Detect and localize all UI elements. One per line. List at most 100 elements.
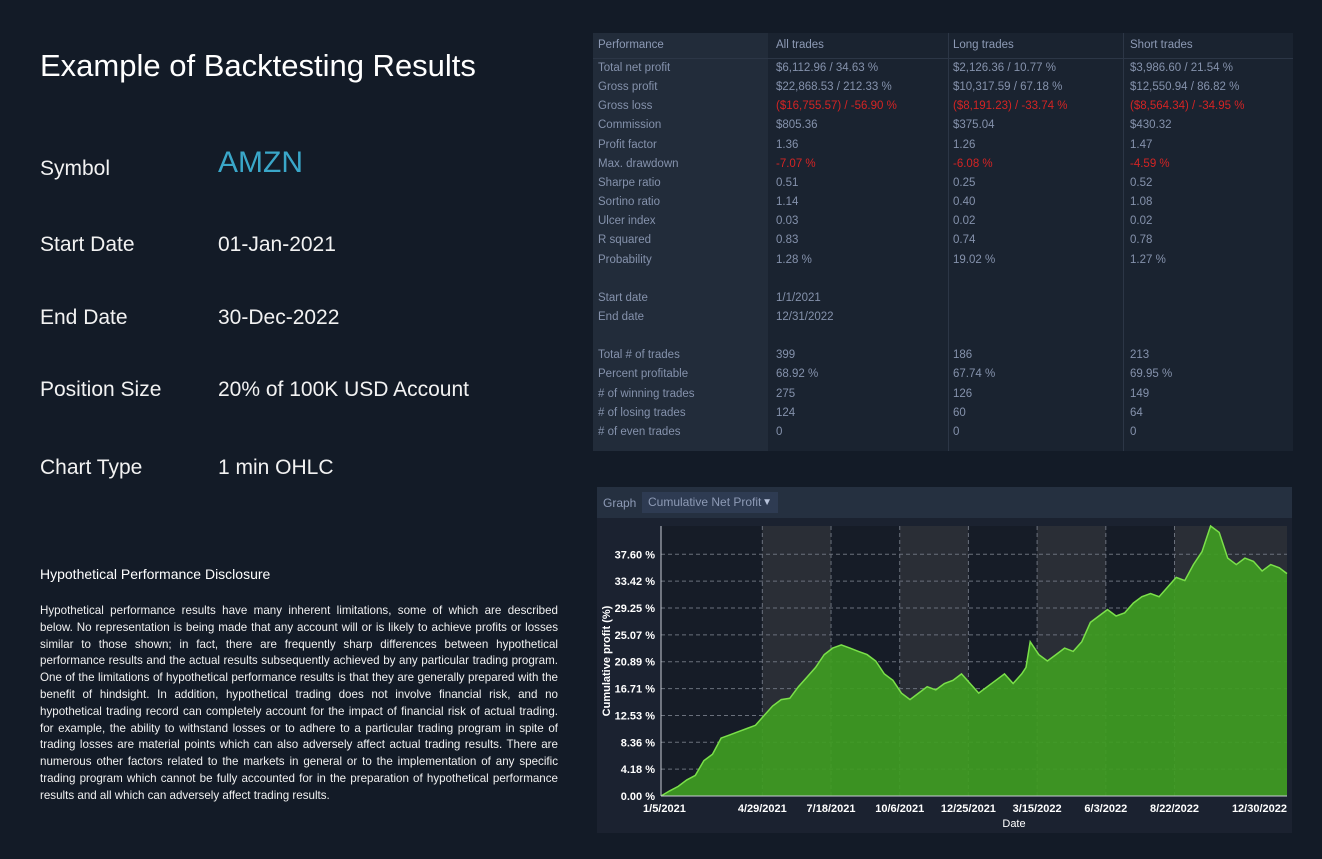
x-tick-label: 12/30/2022 [1232, 803, 1287, 815]
column-divider [948, 33, 949, 451]
stat-value-all: 68.92 % [776, 368, 819, 381]
stat-label: Sharpe ratio [598, 176, 661, 189]
stat-value-all: 1.14 [776, 196, 799, 209]
stat-value-long: 0.25 [953, 176, 976, 189]
stat-value-all: -7.07 % [776, 157, 816, 170]
cumulative-profit-chart: 0.00 % 4.18 % 8.36 % 12.53 % 16.71 % 20.89 % 2… [601, 524, 1288, 830]
stat-value-short: 64 [1130, 406, 1143, 419]
stat-value-all: 0.03 [776, 215, 799, 228]
stat-value-long: 0 [953, 425, 960, 438]
start-date-label: Start Date [40, 233, 135, 256]
stat-value-all: 0 [776, 425, 783, 438]
stat-value-short: -4.59 % [1130, 157, 1170, 170]
stat-value-all: 12/31/2022 [776, 310, 834, 323]
stat-value-short: 69.95 % [1130, 368, 1173, 381]
graph-label: Graph [603, 496, 637, 510]
y-tick-label: 20.89 % [615, 657, 656, 669]
position-size-label: Position Size [40, 378, 162, 401]
stat-value-short: 1.08 [1130, 196, 1153, 209]
end-date-value: 30-Dec-2022 [218, 306, 340, 329]
stat-value-short: 149 [1130, 387, 1150, 400]
y-tick-label: 37.60 % [615, 549, 656, 561]
stat-value-short: 0.52 [1130, 176, 1153, 189]
stat-value-short: 1.47 [1130, 138, 1153, 151]
stat-value-short: 0.02 [1130, 215, 1153, 228]
stat-value-short: $430.32 [1130, 119, 1172, 132]
header-performance: Performance [598, 39, 664, 51]
page-title: Example of Backtesting Results [40, 48, 476, 83]
stat-label: # of winning trades [598, 387, 695, 400]
symbol-value: AMZN [218, 146, 303, 179]
performance-table: Performance All trades Long trades Short… [593, 33, 1293, 451]
stat-value-long: 0.02 [953, 215, 976, 228]
stat-value-short: ($8,564.34) / -34.95 % [1130, 100, 1245, 113]
header-divider [593, 58, 1293, 59]
stat-value-short: $12,550.94 / 86.82 % [1130, 81, 1240, 94]
x-tick-label: 4/29/2021 [738, 803, 787, 815]
stat-value-long: 60 [953, 406, 966, 419]
stat-value-long: ($8,191.23) / -33.74 % [953, 100, 1068, 113]
stat-label: R squared [598, 234, 652, 247]
stat-label: Probability [598, 253, 652, 266]
stat-label: Profit factor [598, 138, 657, 151]
stat-label: Commission [598, 119, 662, 132]
header-all-trades: All trades [776, 39, 824, 51]
stat-value-long: $375.04 [953, 119, 995, 132]
stat-value-long: 186 [953, 349, 973, 362]
header-long-trades: Long trades [953, 39, 1014, 51]
stat-label: Gross loss [598, 100, 653, 113]
stat-value-all: $22,868.53 / 212.33 % [776, 81, 892, 94]
y-tick-label: 0.00 % [621, 791, 655, 803]
y-tick-label: 16.71 % [615, 684, 656, 696]
y-tick-label: 29.25 % [615, 603, 656, 615]
stat-label: Total net profit [598, 62, 671, 74]
stat-value-long: 0.40 [953, 196, 976, 209]
stat-value-long: 19.02 % [953, 253, 996, 266]
start-date-value: 01-Jan-2021 [218, 233, 336, 256]
stat-value-long: 0.74 [953, 234, 976, 247]
stat-label: Sortino ratio [598, 196, 661, 209]
stat-label: # of losing trades [598, 406, 686, 419]
chevron-down-icon: ▼ [762, 497, 772, 508]
stat-value-short: 1.27 % [1130, 253, 1166, 266]
stat-label: Gross profit [598, 81, 658, 94]
y-tick-label: 33.42 % [615, 576, 656, 588]
y-tick-label: 8.36 % [621, 737, 655, 749]
stat-value-long: 126 [953, 387, 973, 400]
stat-value-all: 1/1/2021 [776, 291, 821, 304]
x-tick-label: 6/3/2022 [1084, 803, 1127, 815]
x-tick-label: 7/18/2021 [807, 803, 856, 815]
stat-label: Total # of trades [598, 349, 680, 362]
x-tick-label: 3/15/2022 [1013, 803, 1062, 815]
graph-type-value: Cumulative Net Profit [648, 495, 762, 509]
stat-value-all: 275 [776, 387, 796, 400]
position-size-value: 20% of 100K USD Account [218, 378, 469, 401]
stat-label: Start date [598, 291, 648, 304]
x-axis-title: Date [1002, 818, 1025, 830]
stat-value-all: 1.36 [776, 138, 799, 151]
graph-panel: Graph Cumulative Net Profit ▼ 0.00 % 4.18… [597, 487, 1292, 833]
stat-value-all: 0.51 [776, 176, 799, 189]
stat-value-short: 0 [1130, 425, 1137, 438]
graph-type-dropdown[interactable]: Cumulative Net Profit ▼ [642, 492, 778, 513]
stat-value-all: $6,112.96 / 34.63 % [776, 62, 879, 74]
disclosure-heading: Hypothetical Performance Disclosure [40, 566, 271, 582]
stat-value-long: $10,317.59 / 67.18 % [953, 81, 1063, 94]
stat-value-all: 0.83 [776, 234, 799, 247]
x-tick-label: 10/6/2021 [875, 803, 924, 815]
header-short-trades: Short trades [1130, 39, 1193, 51]
stat-value-all: 399 [776, 349, 796, 362]
stat-value-short: 0.78 [1130, 234, 1153, 247]
y-tick-label: 25.07 % [615, 630, 656, 642]
stat-label: Percent profitable [598, 368, 689, 381]
label-column-bg [593, 33, 768, 451]
stat-value-long: 1.26 [953, 138, 976, 151]
stat-label: # of even trades [598, 425, 681, 438]
stat-value-short: $3,986.60 / 21.54 % [1130, 62, 1233, 74]
stat-value-all: ($16,755.57) / -56.90 % [776, 100, 897, 113]
x-tick-label: 8/22/2022 [1150, 803, 1199, 815]
graph-toolbar: Graph Cumulative Net Profit ▼ [597, 487, 1292, 518]
stat-label: End date [598, 310, 645, 323]
series-line [660, 524, 1288, 797]
stat-value-long: $2,126.36 / 10.77 % [953, 62, 1056, 74]
